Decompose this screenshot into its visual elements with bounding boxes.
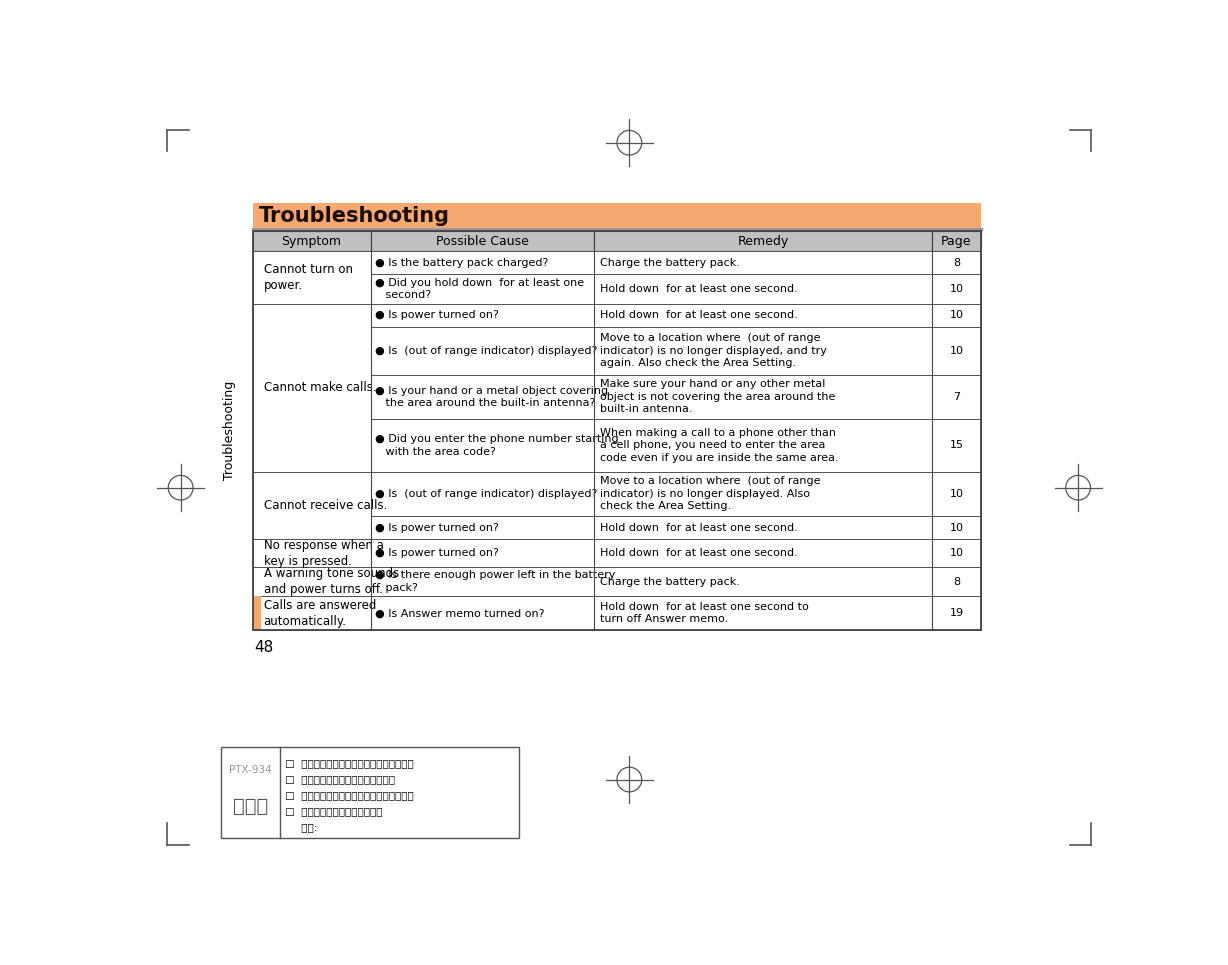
Text: ● Did you enter the phone number starting
   with the area code?: ● Did you enter the phone number startin… — [375, 434, 619, 456]
Text: 10: 10 — [949, 523, 964, 533]
Text: Cannot make calls.: Cannot make calls. — [264, 381, 376, 394]
Text: Calls are answered
automatically.: Calls are answered automatically. — [264, 598, 376, 627]
Text: 理由:: 理由: — [285, 822, 318, 833]
Text: 確認校: 確認校 — [233, 797, 268, 815]
FancyBboxPatch shape — [371, 567, 594, 596]
FancyBboxPatch shape — [594, 516, 932, 539]
FancyBboxPatch shape — [371, 419, 594, 472]
FancyBboxPatch shape — [932, 539, 981, 567]
Text: 10: 10 — [949, 284, 964, 294]
FancyBboxPatch shape — [594, 374, 932, 419]
FancyBboxPatch shape — [253, 232, 371, 251]
Text: Cannot receive calls.: Cannot receive calls. — [264, 499, 387, 511]
FancyBboxPatch shape — [371, 374, 594, 419]
Text: ● Is the battery pack charged?: ● Is the battery pack charged? — [375, 258, 549, 268]
FancyBboxPatch shape — [371, 539, 594, 567]
FancyBboxPatch shape — [594, 539, 932, 567]
FancyBboxPatch shape — [371, 304, 594, 327]
FancyBboxPatch shape — [594, 304, 932, 327]
Text: 8: 8 — [953, 577, 960, 587]
FancyBboxPatch shape — [594, 251, 932, 274]
Text: Hold down  for at least one second.: Hold down for at least one second. — [600, 284, 798, 294]
FancyBboxPatch shape — [932, 251, 981, 274]
FancyBboxPatch shape — [221, 747, 519, 838]
Text: Hold down  for at least one second.: Hold down for at least one second. — [600, 310, 798, 320]
FancyBboxPatch shape — [594, 274, 932, 304]
FancyBboxPatch shape — [253, 596, 371, 630]
Text: Make sure your hand or any other metal
object is not covering the area around th: Make sure your hand or any other metal o… — [600, 379, 835, 414]
Text: Hold down  for at least one second.: Hold down for at least one second. — [600, 523, 798, 533]
FancyBboxPatch shape — [253, 304, 371, 472]
FancyBboxPatch shape — [932, 304, 981, 327]
Text: □  数値（スペック値）が正しいか。: □ 数値（スペック値）が正しいか。 — [285, 774, 395, 785]
Text: 10: 10 — [949, 548, 964, 558]
Text: □  注意文や説明文に誤り、不足がないか。: □ 注意文や説明文に誤り、不足がないか。 — [285, 790, 414, 800]
FancyBboxPatch shape — [932, 472, 981, 516]
Text: ● Is power turned on?: ● Is power turned on? — [375, 523, 499, 533]
FancyBboxPatch shape — [932, 596, 981, 630]
FancyBboxPatch shape — [594, 327, 932, 374]
Text: ● Did you hold down  for at least one
   second?: ● Did you hold down for at least one sec… — [375, 278, 585, 300]
Text: Remedy: Remedy — [737, 234, 788, 248]
FancyBboxPatch shape — [253, 251, 371, 304]
Text: □  チェックできない箇所がある: □ チェックできない箇所がある — [285, 807, 383, 816]
Text: ● Is Answer memo turned on?: ● Is Answer memo turned on? — [375, 608, 545, 619]
Text: ● Is  (out of range indicator) displayed?: ● Is (out of range indicator) displayed? — [375, 345, 598, 356]
FancyBboxPatch shape — [371, 596, 594, 630]
FancyBboxPatch shape — [253, 567, 371, 596]
Text: 10: 10 — [949, 489, 964, 499]
Text: Hold down  for at least one second.: Hold down for at least one second. — [600, 548, 798, 558]
FancyBboxPatch shape — [594, 596, 932, 630]
FancyBboxPatch shape — [253, 203, 981, 228]
Text: 8: 8 — [953, 258, 960, 268]
Text: Move to a location where  (out of range
indicator) is no longer displayed, and t: Move to a location where (out of range i… — [600, 333, 826, 368]
FancyBboxPatch shape — [371, 232, 594, 251]
FancyBboxPatch shape — [253, 539, 371, 567]
FancyBboxPatch shape — [932, 232, 981, 251]
FancyBboxPatch shape — [371, 327, 594, 374]
Text: Move to a location where  (out of range
indicator) is no longer displayed. Also
: Move to a location where (out of range i… — [600, 477, 820, 511]
FancyBboxPatch shape — [371, 472, 594, 516]
Text: ● Is there enough power left in the battery
   pack?: ● Is there enough power left in the batt… — [375, 570, 615, 593]
Text: Charge the battery pack.: Charge the battery pack. — [600, 577, 739, 587]
Text: 10: 10 — [949, 310, 964, 320]
FancyBboxPatch shape — [594, 567, 932, 596]
Text: ● Is power turned on?: ● Is power turned on? — [375, 548, 499, 558]
Text: 15: 15 — [949, 440, 964, 451]
FancyBboxPatch shape — [932, 374, 981, 419]
Text: Cannot turn on
power.: Cannot turn on power. — [264, 263, 352, 292]
Text: 10: 10 — [949, 345, 964, 356]
Text: When making a call to a phone other than
a cell phone, you need to enter the are: When making a call to a phone other than… — [600, 427, 839, 463]
Text: Symptom: Symptom — [281, 234, 341, 248]
Text: No response when a
key is pressed.: No response when a key is pressed. — [264, 538, 383, 567]
Text: ● Is  (out of range indicator) displayed?: ● Is (out of range indicator) displayed? — [375, 489, 598, 499]
Text: Hold down  for at least one second to
turn off Answer memo.: Hold down for at least one second to tur… — [600, 602, 809, 624]
FancyBboxPatch shape — [253, 596, 262, 630]
Text: Possible Cause: Possible Cause — [436, 234, 529, 248]
FancyBboxPatch shape — [932, 567, 981, 596]
FancyBboxPatch shape — [932, 419, 981, 472]
Text: □  操作説明、画面が仕様とあっているか。: □ 操作説明、画面が仕様とあっているか。 — [285, 758, 414, 768]
FancyBboxPatch shape — [371, 274, 594, 304]
Text: Charge the battery pack.: Charge the battery pack. — [600, 258, 739, 268]
FancyBboxPatch shape — [932, 516, 981, 539]
Text: 19: 19 — [949, 608, 964, 619]
Text: 7: 7 — [953, 392, 960, 401]
FancyBboxPatch shape — [371, 516, 594, 539]
FancyBboxPatch shape — [594, 232, 932, 251]
FancyBboxPatch shape — [594, 419, 932, 472]
Text: A warning tone sounds
and power turns off.: A warning tone sounds and power turns of… — [264, 567, 399, 596]
Text: ● Is power turned on?: ● Is power turned on? — [375, 310, 499, 320]
FancyBboxPatch shape — [371, 251, 594, 274]
FancyBboxPatch shape — [932, 327, 981, 374]
Text: ● Is your hand or a metal object covering
   the area around the built-in antenn: ● Is your hand or a metal object coverin… — [375, 386, 608, 408]
FancyBboxPatch shape — [253, 472, 371, 539]
FancyBboxPatch shape — [594, 472, 932, 516]
Text: PTX-934: PTX-934 — [228, 765, 271, 775]
Text: Page: Page — [941, 234, 971, 248]
FancyBboxPatch shape — [932, 274, 981, 304]
Text: Troubleshooting: Troubleshooting — [259, 206, 449, 226]
Text: Troubleshooting: Troubleshooting — [223, 381, 236, 481]
Text: 48: 48 — [254, 640, 274, 654]
